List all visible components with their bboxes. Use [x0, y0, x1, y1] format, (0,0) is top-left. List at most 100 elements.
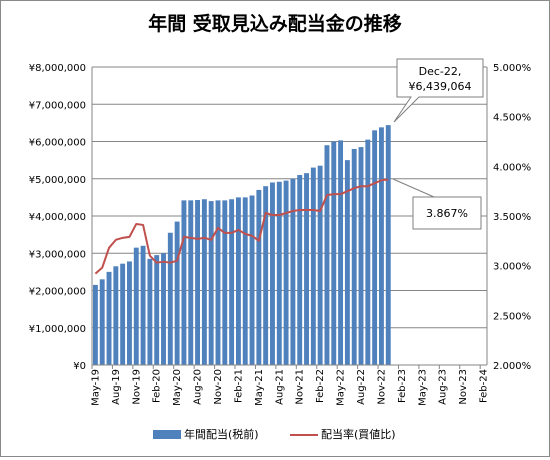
bar: [324, 145, 330, 365]
bar: [249, 195, 255, 365]
bar: [92, 284, 98, 365]
bar: [215, 200, 221, 365]
callout-bar-box: [393, 58, 484, 123]
bar: [229, 199, 235, 365]
bar: [120, 263, 126, 365]
bar: [297, 175, 303, 365]
y-right-tick-label: 4.000%: [493, 162, 531, 173]
bar: [235, 197, 241, 365]
x-tick-label: May-19: [90, 369, 101, 406]
y-left-tick-label: ¥1,000,000: [29, 324, 86, 335]
x-tick-label: May-23: [417, 369, 428, 406]
bar: [385, 125, 391, 365]
bar: [331, 141, 337, 365]
y-right-tick-label: 5.000%: [493, 63, 531, 74]
bar: [133, 247, 139, 365]
bar: [208, 201, 214, 365]
bar: [195, 199, 201, 365]
bar: [310, 167, 316, 365]
x-tick-label: Feb-22: [315, 369, 326, 403]
y-right-tick-label: 3.500%: [493, 212, 531, 223]
axes: [91, 67, 488, 369]
bar: [181, 200, 187, 365]
bar: [147, 258, 153, 365]
x-tick-label: Aug-23: [438, 369, 449, 405]
bar: [263, 186, 269, 365]
y-left-tick-label: ¥2,000,000: [29, 287, 86, 298]
bar: [222, 200, 228, 365]
bar: [99, 279, 105, 365]
bar: [358, 147, 364, 365]
bar: [174, 221, 180, 365]
y-left-tick-label: ¥7,000,000: [29, 100, 86, 111]
bar: [276, 181, 282, 365]
callout-line-box: [412, 196, 482, 230]
y-right-tick-labels: 2.000% 2.500% 3.000% 3.500% 4.000% 4.500% 5.00…: [493, 63, 531, 372]
bar: [317, 165, 323, 365]
x-tick-label: Aug-19: [111, 369, 122, 405]
y-right-tick-label: 4.500%: [493, 113, 531, 124]
bar: [372, 130, 378, 365]
bar-series: [92, 125, 391, 365]
bar: [378, 127, 384, 365]
bar: [167, 232, 173, 365]
x-tick-label: Nov-20: [213, 369, 224, 405]
bar: [106, 271, 112, 365]
y-right-tick-label: 2.000%: [493, 361, 531, 372]
y-left-tick-label: ¥3,000,000: [29, 249, 86, 260]
x-tick-label: Nov-19: [131, 369, 142, 405]
bar: [351, 148, 357, 365]
y-left-tick-label: ¥5,000,000: [29, 175, 86, 186]
x-tick-label: Feb-24: [479, 369, 490, 403]
callout-bar-line1: Dec-22,: [419, 65, 462, 78]
x-tick-label: May-22: [336, 369, 347, 406]
bar: [338, 140, 344, 365]
x-tick-label: Feb-21: [233, 369, 244, 403]
x-tick-label: Aug-21: [274, 369, 285, 405]
legend-bar-swatch: [153, 430, 181, 439]
callout-bar-line2: ¥6,439,064: [409, 80, 472, 93]
line-path: [94, 178, 389, 275]
bar: [188, 200, 194, 365]
line-series: [94, 178, 389, 275]
y-left-tick-label: ¥4,000,000: [29, 212, 86, 223]
y-right-tick-label: 2.500%: [493, 311, 531, 322]
y-left-tick-label: ¥8,000,000: [29, 63, 86, 74]
bar: [344, 160, 350, 365]
bar: [270, 182, 275, 365]
callouts: Dec-22, ¥6,439,064 3.867%: [392, 58, 484, 230]
y-left-tick-label: ¥6,000,000: [29, 138, 86, 149]
y-left-tick-label: ¥0: [73, 361, 86, 372]
x-tick-label: Nov-23: [458, 369, 469, 405]
callout-line-leader: [392, 178, 435, 198]
x-tick-label: May-21: [254, 369, 265, 406]
bar: [290, 178, 296, 365]
bar: [201, 199, 207, 365]
bar: [304, 173, 309, 365]
bar: [161, 253, 166, 365]
legend: 年間配当(税前) 配当率(買値比): [153, 427, 396, 441]
chart-title: 年間 受取見込み配当金の推移: [148, 12, 402, 35]
x-tick-label: Aug-22: [356, 369, 367, 405]
bar: [283, 180, 289, 365]
y-right-tick-label: 3.000%: [493, 262, 531, 273]
bar: [256, 189, 262, 365]
x-tick-label: Feb-20: [152, 369, 163, 403]
bar: [242, 197, 248, 365]
x-tick-label: Nov-21: [295, 369, 306, 405]
x-tick-label: Nov-22: [376, 369, 387, 405]
callout-line-text: 3.867%: [426, 207, 468, 220]
bar: [365, 139, 371, 365]
x-tick-label: May-20: [172, 369, 183, 406]
x-tick-labels: May-19 Aug-19 Nov-19 Feb-20 May-20 Aug-20 Nov-…: [90, 369, 489, 406]
x-tick-label: Feb-23: [397, 369, 408, 403]
legend-line-label: 配当率(買値比): [321, 427, 396, 441]
bar: [113, 266, 119, 365]
x-tick-label: Aug-20: [193, 369, 204, 405]
legend-bar-label: 年間配当(税前): [184, 427, 259, 441]
bar: [154, 255, 160, 365]
bar: [127, 261, 132, 365]
y-left-tick-labels: ¥0 ¥1,000,000 ¥2,000,000 ¥3,000,000 ¥4,000,0…: [29, 63, 86, 372]
